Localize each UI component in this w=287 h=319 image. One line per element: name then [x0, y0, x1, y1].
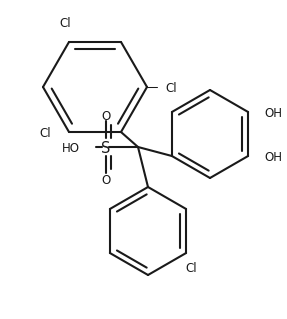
Text: Cl: Cl: [185, 262, 197, 275]
Text: O: O: [101, 174, 110, 187]
Text: OH: OH: [264, 151, 282, 164]
Text: OH: OH: [264, 107, 282, 120]
Text: Cl: Cl: [59, 17, 71, 30]
Text: HO: HO: [62, 142, 80, 155]
Text: S: S: [101, 141, 111, 156]
Text: O: O: [101, 110, 110, 123]
Text: Cl: Cl: [39, 127, 51, 140]
Text: Cl: Cl: [165, 82, 177, 95]
